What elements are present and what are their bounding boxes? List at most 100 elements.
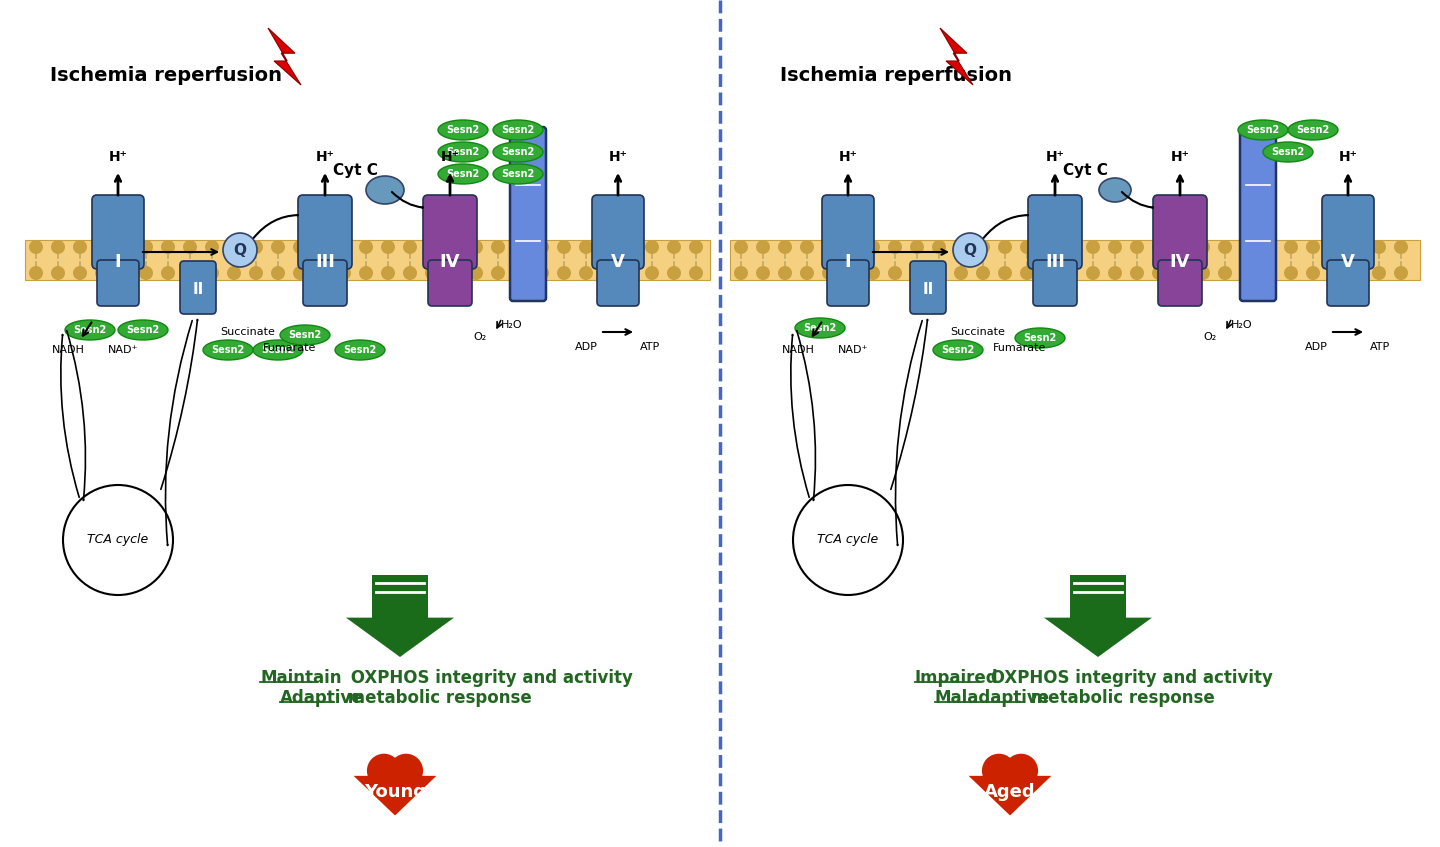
- Circle shape: [822, 266, 837, 280]
- Text: Aged: Aged: [984, 783, 1035, 801]
- Text: Sesn2: Sesn2: [212, 345, 245, 355]
- Circle shape: [337, 240, 351, 254]
- Text: Sesn2: Sesn2: [501, 125, 534, 135]
- Text: Sesn2: Sesn2: [446, 169, 480, 179]
- Circle shape: [29, 240, 43, 254]
- Circle shape: [469, 266, 482, 280]
- Circle shape: [910, 240, 924, 254]
- Circle shape: [688, 240, 703, 254]
- Text: NADH: NADH: [52, 345, 85, 355]
- Circle shape: [73, 240, 86, 254]
- Circle shape: [117, 240, 131, 254]
- Circle shape: [1174, 240, 1188, 254]
- Circle shape: [1240, 266, 1254, 280]
- Bar: [730, 240, 1420, 280]
- Circle shape: [140, 240, 153, 254]
- Ellipse shape: [1015, 328, 1066, 348]
- Text: Ischemia reperfusion: Ischemia reperfusion: [780, 65, 1012, 85]
- Circle shape: [1086, 266, 1100, 280]
- Text: Sesn2: Sesn2: [501, 147, 534, 157]
- Text: Sesn2: Sesn2: [343, 345, 377, 355]
- Circle shape: [425, 266, 439, 280]
- Text: V: V: [1341, 253, 1355, 271]
- FancyArrowPatch shape: [796, 330, 815, 501]
- Text: I: I: [115, 253, 121, 271]
- Circle shape: [292, 240, 307, 254]
- Circle shape: [204, 240, 219, 254]
- FancyBboxPatch shape: [96, 260, 140, 306]
- Text: H₂O: H₂O: [501, 320, 523, 330]
- Text: Sesn2: Sesn2: [262, 345, 295, 355]
- Circle shape: [1174, 266, 1188, 280]
- FancyArrowPatch shape: [392, 192, 423, 208]
- FancyBboxPatch shape: [592, 195, 644, 269]
- Circle shape: [888, 240, 901, 254]
- Circle shape: [844, 266, 858, 280]
- Circle shape: [50, 266, 65, 280]
- FancyArrowPatch shape: [166, 321, 192, 545]
- Circle shape: [446, 266, 461, 280]
- Circle shape: [1064, 266, 1079, 280]
- Circle shape: [228, 240, 240, 254]
- Text: Sesn2: Sesn2: [446, 147, 480, 157]
- Circle shape: [469, 240, 482, 254]
- Ellipse shape: [438, 164, 488, 184]
- Text: Maladaptive: Maladaptive: [935, 689, 1050, 707]
- Text: OXPHOS integrity and activity: OXPHOS integrity and activity: [346, 669, 632, 687]
- FancyBboxPatch shape: [428, 260, 472, 306]
- Circle shape: [271, 240, 285, 254]
- Circle shape: [446, 240, 461, 254]
- FancyArrowPatch shape: [60, 335, 79, 497]
- Circle shape: [1086, 240, 1100, 254]
- Circle shape: [1372, 240, 1385, 254]
- Text: Q: Q: [963, 242, 976, 257]
- Bar: [24, 240, 710, 280]
- Text: Sesn2: Sesn2: [288, 330, 321, 340]
- FancyBboxPatch shape: [510, 127, 546, 301]
- FancyBboxPatch shape: [910, 261, 946, 314]
- Ellipse shape: [438, 120, 488, 140]
- Ellipse shape: [1263, 142, 1313, 162]
- Ellipse shape: [279, 325, 330, 345]
- Circle shape: [667, 240, 681, 254]
- Circle shape: [140, 266, 153, 280]
- Polygon shape: [969, 776, 1051, 816]
- Text: Sesn2: Sesn2: [501, 169, 534, 179]
- Text: TCA cycle: TCA cycle: [818, 534, 878, 546]
- Circle shape: [183, 266, 197, 280]
- Circle shape: [204, 266, 219, 280]
- Circle shape: [1004, 754, 1038, 788]
- FancyBboxPatch shape: [302, 260, 347, 306]
- Text: H⁺: H⁺: [315, 150, 334, 164]
- Text: H⁺: H⁺: [1045, 150, 1064, 164]
- Text: NAD⁺: NAD⁺: [108, 345, 138, 355]
- Circle shape: [1218, 240, 1233, 254]
- Circle shape: [161, 240, 176, 254]
- Circle shape: [667, 266, 681, 280]
- Circle shape: [117, 266, 131, 280]
- Text: ATP: ATP: [1369, 342, 1390, 352]
- FancyArrowPatch shape: [791, 335, 809, 497]
- Polygon shape: [268, 28, 301, 85]
- FancyArrowPatch shape: [891, 319, 927, 490]
- FancyArrowPatch shape: [161, 319, 197, 490]
- Circle shape: [513, 266, 527, 280]
- Circle shape: [645, 240, 660, 254]
- Circle shape: [389, 754, 423, 788]
- Circle shape: [1306, 240, 1320, 254]
- Circle shape: [1107, 240, 1122, 254]
- Circle shape: [1351, 266, 1364, 280]
- Text: Ischemia reperfusion: Ischemia reperfusion: [50, 65, 282, 85]
- Circle shape: [491, 240, 505, 254]
- FancyBboxPatch shape: [1158, 260, 1202, 306]
- Bar: [1070, 575, 1126, 617]
- Circle shape: [271, 266, 285, 280]
- FancyArrowPatch shape: [984, 215, 1028, 238]
- Circle shape: [932, 266, 946, 280]
- Circle shape: [337, 266, 351, 280]
- Circle shape: [513, 240, 527, 254]
- Circle shape: [1240, 240, 1254, 254]
- Ellipse shape: [65, 320, 115, 340]
- Text: Sesn2: Sesn2: [1024, 333, 1057, 343]
- Circle shape: [1284, 240, 1297, 254]
